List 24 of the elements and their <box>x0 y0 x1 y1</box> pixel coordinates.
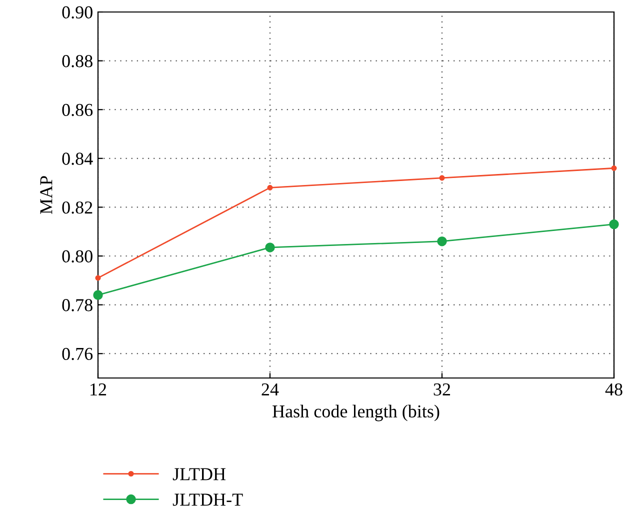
y-tick-label: 0.78 <box>62 299 92 312</box>
legend-label: JLTDH <box>172 468 226 480</box>
x-tick-label: 12 <box>90 383 106 396</box>
y-axis-title: MAP <box>40 176 52 214</box>
y-tick-label: 0.84 <box>62 152 93 165</box>
point <box>611 165 617 171</box>
point <box>93 290 103 300</box>
point <box>265 242 275 252</box>
x-tick-label: 48 <box>605 383 622 396</box>
x-axis-title: Hash code length (bits) <box>272 404 440 422</box>
y-tick-label: 0.82 <box>62 201 92 214</box>
point <box>267 184 273 190</box>
y-tick-label: 0.76 <box>62 348 93 360</box>
point <box>609 219 619 230</box>
y-tick-label: 0.90 <box>62 6 92 19</box>
point <box>439 175 445 181</box>
point <box>95 275 101 281</box>
legend-label: JLTDH-T <box>172 494 243 506</box>
x-tick-label: 32 <box>434 383 450 396</box>
x-tick-label: 24 <box>262 383 279 396</box>
y-tick-label: 0.86 <box>62 104 93 116</box>
y-tick-label: 0.80 <box>62 250 92 263</box>
y-tick-label: 0.88 <box>62 55 92 68</box>
point <box>437 236 447 246</box>
